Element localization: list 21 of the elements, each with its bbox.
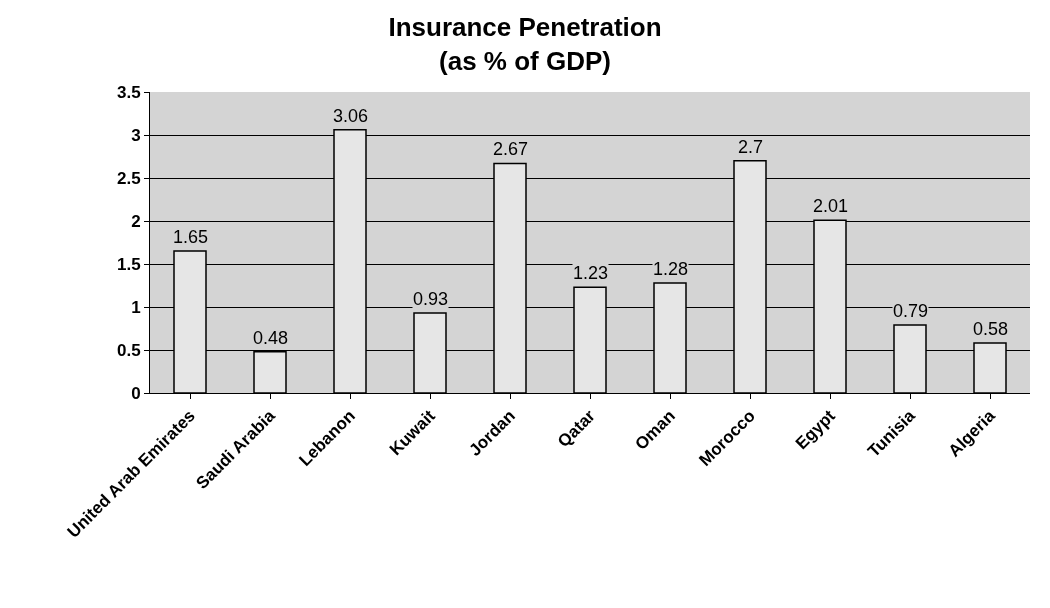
data-label: 2.67 bbox=[493, 139, 529, 159]
data-label: 0.79 bbox=[893, 301, 929, 321]
data-label: 2.01 bbox=[813, 196, 849, 216]
y-tick-label: 2.5 bbox=[116, 168, 141, 188]
chart-subtitle: (as % of GDP) bbox=[439, 46, 611, 77]
data-label: 3.06 bbox=[333, 106, 369, 126]
data-label: 1.65 bbox=[173, 227, 209, 247]
y-tick-label: 1.5 bbox=[116, 254, 141, 274]
data-label: 0.58 bbox=[973, 319, 1009, 339]
data-label: 2.7 bbox=[738, 137, 764, 157]
y-tick-label: 0 bbox=[131, 383, 141, 403]
y-tick-label: 3 bbox=[131, 125, 141, 145]
y-tick-label: 3.5 bbox=[116, 82, 141, 102]
y-tick-label: 1 bbox=[131, 297, 141, 317]
chart-title: Insurance Penetration bbox=[388, 12, 662, 43]
y-tick-label: 2 bbox=[131, 211, 141, 231]
data-label: 0.93 bbox=[413, 289, 449, 309]
data-label: 1.28 bbox=[653, 259, 689, 279]
data-label: 1.23 bbox=[573, 263, 609, 283]
data-label: 0.48 bbox=[253, 328, 289, 348]
y-tick-label: 0.5 bbox=[116, 340, 141, 360]
